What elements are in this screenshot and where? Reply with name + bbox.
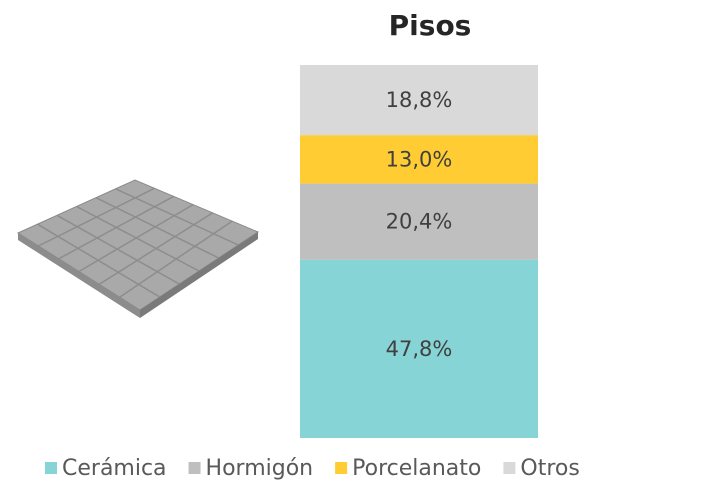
legend-label: Hormigón <box>206 456 314 481</box>
data-label: 20,4% <box>386 210 453 234</box>
data-label: 18,8% <box>386 88 453 112</box>
legend-swatch <box>45 462 57 474</box>
paver-illustration <box>16 179 260 318</box>
chart-title: Pisos <box>389 9 472 42</box>
data-label: 47,8% <box>386 337 453 361</box>
bar-segment <box>300 135 538 184</box>
bar-segment <box>300 65 538 136</box>
legend-label: Otros <box>520 456 579 481</box>
legend-label: Porcelanato <box>352 456 481 481</box>
legend-label: Cerámica <box>62 456 167 481</box>
legend-swatch <box>503 462 516 474</box>
legend-swatch <box>188 462 201 474</box>
bar-segment <box>300 259 538 438</box>
bar-segment <box>300 183 538 260</box>
legend-swatch <box>335 462 348 474</box>
data-label: 13,0% <box>386 147 453 171</box>
